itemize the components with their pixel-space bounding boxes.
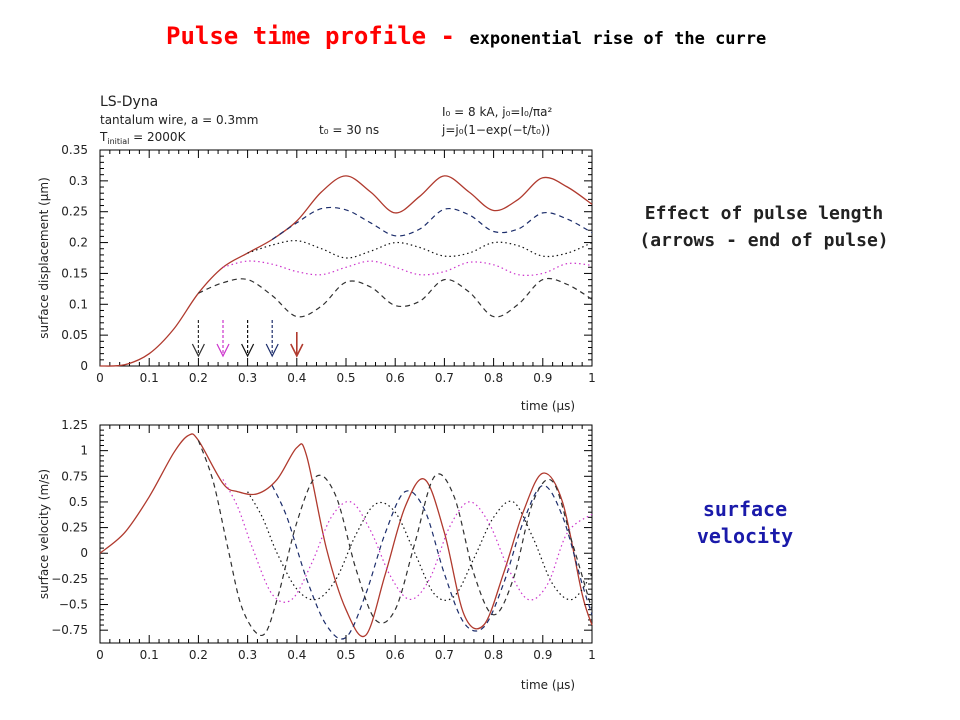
- pulse-end-arrow-head: [265, 343, 279, 358]
- series-line-t_0-35: [271, 206, 593, 240]
- x-tick-label: 0.4: [287, 648, 306, 662]
- y-tick-label: 0.15: [61, 266, 88, 280]
- x-tick-label: 1: [588, 648, 596, 662]
- x-tick-label: 0.3: [238, 371, 257, 385]
- pulse-end-arrow-head: [290, 343, 304, 358]
- x-tick-label: 0.6: [386, 371, 405, 385]
- x-tick-label: 0.8: [484, 648, 503, 662]
- header-case: tantalum wire, a = 0.3mm: [100, 113, 259, 127]
- velocity-plot: 0 0.1 0.2 0.3 0.4 0.5 0.6 0.7 0.8 0.9 1 −0.75 −0.5 −0…: [37, 418, 596, 692]
- header-temp-sub: initial: [107, 137, 129, 146]
- series-line-t_0-25: [222, 260, 593, 277]
- y-tick-label: −0.25: [51, 572, 88, 586]
- velocity-note-line1: surface: [702, 497, 788, 521]
- y-tick-label: 0: [80, 359, 88, 373]
- y-tick-label: −0.5: [59, 598, 88, 612]
- x-tick-label: 0.6: [386, 648, 405, 662]
- y-tick-label: 0.75: [61, 469, 88, 483]
- header-temp-value: = 2000K: [129, 130, 186, 144]
- title-clip: [166, 68, 686, 78]
- y-tick-label: 0.5: [69, 495, 88, 509]
- header-t0: t₀ = 30 ns: [319, 123, 379, 137]
- series-line-t_0-20: [197, 440, 593, 636]
- pulse-end-arrow-head: [241, 343, 255, 358]
- x-tick-label: 0.2: [189, 648, 208, 662]
- slide-title-sub: exponential rise of the current: [469, 29, 766, 49]
- x-tick-label: 0.3: [238, 648, 257, 662]
- y-tick-label: 1: [80, 444, 88, 458]
- x-tick-label: 1: [588, 371, 596, 385]
- x-tick-label: 0.9: [533, 648, 552, 662]
- header-temp: Tinitial = 2000K: [99, 130, 187, 146]
- y-tick-label: 0.25: [61, 521, 88, 535]
- pulse-length-note-line2: (arrows - end of pulse): [639, 230, 889, 251]
- x-tick-label: 0.1: [140, 371, 159, 385]
- x-tick-label: 0.9: [533, 371, 552, 385]
- x-tick-label: 0.5: [336, 648, 355, 662]
- y-tick-label: 0.3: [69, 174, 88, 188]
- plot-frame: [99, 149, 593, 367]
- series-line-t_0-20: [198, 277, 593, 318]
- pulse-length-note: Effect of pulse length (arrows - end of …: [606, 200, 922, 254]
- y-tick-label: 0.05: [61, 328, 88, 342]
- pulse-length-note-line1: Effect of pulse length: [644, 203, 884, 224]
- velocity-note: surface velocity: [670, 496, 820, 550]
- series-line-t_0-35: [271, 484, 593, 640]
- slide-title-main: Pulse time profile -: [166, 22, 470, 50]
- x-tick-label: 0.4: [287, 371, 306, 385]
- header-code: LS-Dyna: [100, 94, 158, 110]
- x-tick-label: 0.8: [484, 371, 503, 385]
- pulse-end-arrow-head: [216, 343, 230, 358]
- series-line-t_0-25: [222, 479, 593, 603]
- y-axis-label: surface displacement (μm): [37, 177, 51, 339]
- series-line-t_0-4: [99, 175, 593, 367]
- x-tick-label: 0.7: [435, 371, 454, 385]
- plot-header: LS-Dyna tantalum wire, a = 0.3mm Tinitia…: [99, 94, 552, 146]
- series-line-t_0-4: [99, 433, 593, 638]
- x-tick-label: 0: [96, 648, 104, 662]
- x-axis-label: time (μs): [521, 678, 575, 692]
- y-tick-label: 0.25: [61, 205, 88, 219]
- header-formula: j=j₀(1−exp(−t/t₀)): [441, 123, 550, 137]
- x-tick-label: 0.7: [435, 648, 454, 662]
- x-tick-label: 0.5: [336, 371, 355, 385]
- x-tick-label: 0: [96, 371, 104, 385]
- x-tick-label: 0.1: [140, 648, 159, 662]
- pulse-end-arrow-head: [191, 343, 205, 358]
- velocity-note-line2: velocity: [696, 524, 794, 548]
- series-line-t_0-30: [247, 491, 593, 601]
- slide-title: Pulse time profile - exponential rise of…: [166, 22, 766, 82]
- x-axis-label: time (μs): [521, 399, 575, 413]
- y-tick-label: 0: [80, 546, 88, 560]
- y-tick-label: 0.1: [69, 297, 88, 311]
- series-line-t_0-30: [247, 240, 593, 259]
- y-tick-label: 1.25: [61, 418, 88, 432]
- y-tick-label: −0.75: [51, 623, 88, 637]
- x-tick-label: 0.2: [189, 371, 208, 385]
- y-tick-label: 0.35: [61, 143, 88, 157]
- header-temp-label: T: [99, 130, 108, 144]
- y-axis-label: surface velocity (m/s): [37, 469, 51, 599]
- y-tick-label: 0.2: [69, 236, 88, 250]
- displacement-plot: 0 0.1 0.2 0.3 0.4 0.5 0.6 0.7 0.8 0.9 1 0 0.05 0.1 0.1…: [37, 143, 596, 413]
- header-current: I₀ = 8 kA, j₀=I₀/πa²: [442, 105, 552, 119]
